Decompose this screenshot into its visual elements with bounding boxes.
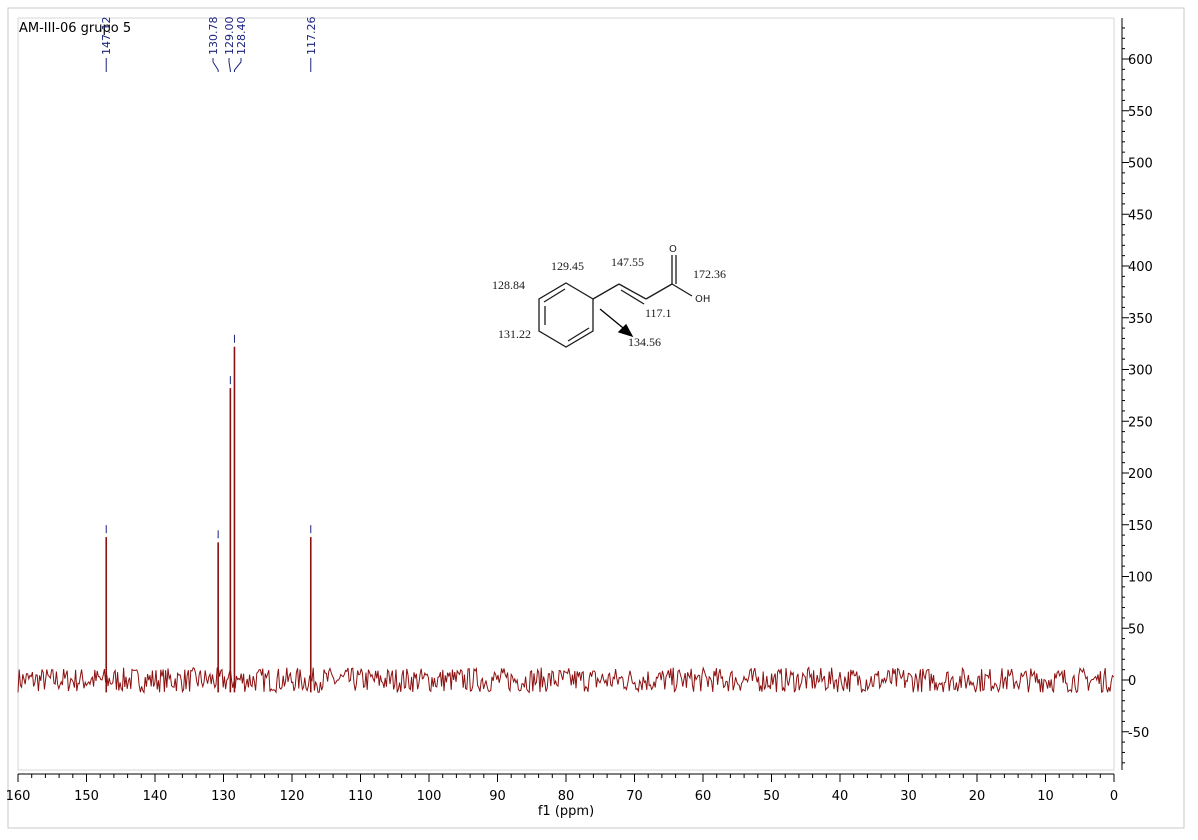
- benzene-ring: [538, 282, 594, 348]
- y-tick-label: 550: [1128, 105, 1153, 120]
- y-tick-label: 150: [1128, 519, 1153, 534]
- x-tick-label: 160: [6, 789, 31, 804]
- outer-frame: [7, 7, 1185, 829]
- ortho-shift-label: 129.45: [551, 259, 584, 273]
- ipso-shift-label: 134.56: [628, 335, 661, 349]
- peak-label: 128.40: [235, 17, 248, 56]
- x-tick-label: 80: [558, 789, 575, 804]
- x-tick-label: 30: [900, 789, 917, 804]
- hydroxyl-bond: [671, 283, 693, 297]
- x-tick-label: 20: [969, 789, 986, 804]
- aromatic-double-bond: [543, 288, 566, 303]
- alpha-shift-label: 117.1: [645, 306, 672, 320]
- peak-label: 147.12: [100, 17, 113, 56]
- spectrum-series: [17, 334, 1114, 694]
- x-axis-label: f1 (ppm): [538, 804, 594, 819]
- peak-label: 117.26: [305, 17, 318, 56]
- y-tick-label: 100: [1128, 571, 1153, 586]
- x-tick-label: 0: [1110, 789, 1118, 804]
- x-tick-label: 110: [348, 789, 373, 804]
- peak-label-connector: [228, 58, 231, 72]
- y-tick-label: 350: [1128, 312, 1153, 327]
- x-tick-label: 70: [626, 789, 643, 804]
- molecule-structure: [538, 255, 693, 348]
- plot-frame: [17, 17, 1115, 771]
- peak-labels: 147.12 130.78 129.00 128.40 117.26: [100, 17, 318, 72]
- x-tick-label: 40: [832, 789, 849, 804]
- spectrum-baseline: [17, 666, 1114, 694]
- peak-label: 129.00: [223, 17, 236, 56]
- oxygen-label: O: [669, 244, 677, 255]
- vinyl-bond: [592, 283, 620, 300]
- y-tick-label: 400: [1128, 260, 1153, 275]
- y-tick-label: 200: [1128, 467, 1153, 482]
- x-tick-label: 10: [1037, 789, 1054, 804]
- aromatic-double-bond: [567, 327, 590, 342]
- y-tick-label: 50: [1128, 622, 1145, 637]
- y-tick-label: 0: [1128, 674, 1136, 689]
- peak-label-connector: [233, 58, 242, 72]
- carboxyl-bond: [645, 283, 673, 300]
- alkene-double-bond: [618, 283, 647, 300]
- y-tick-label: -50: [1128, 726, 1149, 741]
- arrow-head: [617, 323, 634, 338]
- hydroxyl-label: OH: [695, 294, 710, 305]
- y-tick-label: 250: [1128, 415, 1153, 430]
- x-tick-label: 60: [695, 789, 712, 804]
- beta-shift-label: 147.55: [611, 255, 644, 269]
- y-tick-label: 450: [1128, 208, 1153, 223]
- carbonyl-shift-label: 172.36: [693, 267, 726, 281]
- x-tick-label: 140: [143, 789, 168, 804]
- alkene-double-bond: [620, 289, 645, 305]
- para-shift-label: 131.22: [498, 327, 531, 341]
- peak-label-connector: [212, 58, 219, 72]
- meta-shift-label: 128.84: [492, 278, 525, 292]
- x-tick-label: 90: [489, 789, 506, 804]
- x-tick-label: 120: [280, 789, 305, 804]
- x-tick-label: 100: [417, 789, 442, 804]
- x-tick-label: 130: [211, 789, 236, 804]
- x-axis: 160 150 140 130 120 110 100 90 80 70 60 50 40 30 20 10 0: [6, 773, 1118, 804]
- y-tick-label: 500: [1128, 157, 1153, 172]
- y-tick-label: 300: [1128, 364, 1153, 379]
- x-tick-label: 50: [763, 789, 780, 804]
- peak-label: 130.78: [207, 17, 220, 56]
- y-tick-label: 600: [1128, 53, 1153, 68]
- molecule-labels: 129.45 147.55 172.36 128.84 131.22 117.1…: [492, 244, 726, 349]
- x-tick-label: 150: [74, 789, 99, 804]
- spectrum-title: AM-III-06 grupo 5: [19, 21, 131, 36]
